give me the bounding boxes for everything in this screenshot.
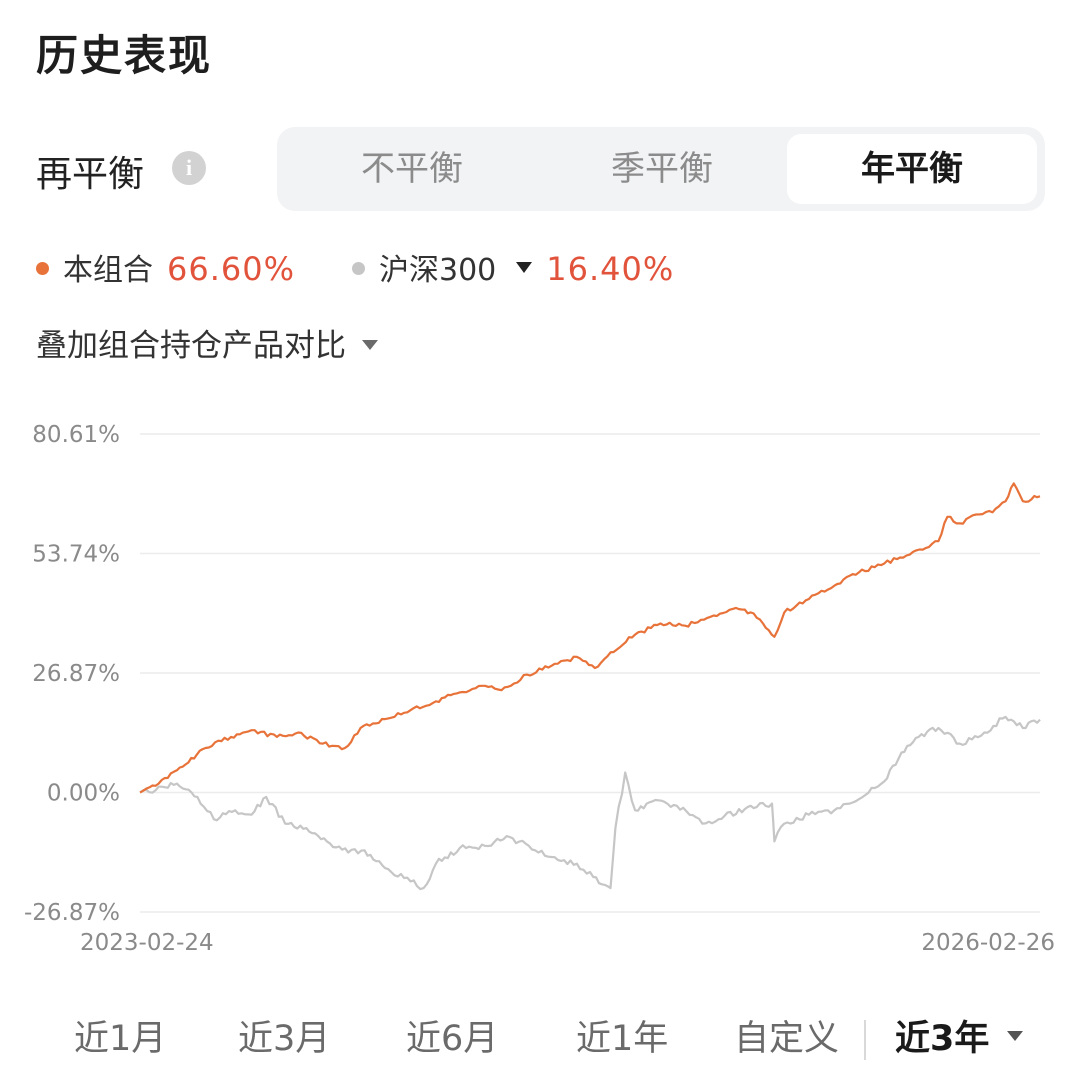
tab-1-month[interactable]: 近1月 — [74, 1019, 167, 1059]
y-tick-label: 53.74% — [32, 542, 120, 568]
period-tabs: 近1月 近3月 近6月 近1年 自定义 近3年 — [0, 1010, 1080, 1070]
legend-value-benchmark: 16.40% — [546, 250, 675, 288]
benchmark-dropdown-icon[interactable] — [516, 262, 533, 273]
x-tick-label: 2023-02-24 — [80, 930, 214, 956]
info-icon[interactable]: i — [172, 151, 206, 185]
tab-custom[interactable]: 自定义 — [734, 1019, 840, 1059]
compare-holdings-dropdown[interactable]: 叠加组合持仓产品对比 — [36, 320, 378, 365]
legend-dot-benchmark — [352, 262, 365, 275]
series-line-benchmark — [139, 715, 1041, 891]
y-tick-label: -26.87% — [24, 900, 120, 926]
legend-portfolio: 本组合 66.60% — [36, 245, 295, 289]
chevron-down-icon — [362, 339, 378, 350]
legend-label-benchmark: 沪深300 — [379, 253, 497, 288]
rebalance-label: 再平衡 — [36, 154, 145, 195]
legend-label-portfolio: 本组合 — [63, 253, 153, 288]
tab-3-years[interactable]: 近3年 — [895, 1010, 1024, 1061]
segment-quarterly-rebalance[interactable]: 季平衡 — [611, 149, 713, 189]
tab-1-year[interactable]: 近1年 — [576, 1019, 669, 1059]
y-tick-label: 26.87% — [32, 661, 120, 687]
tab-3-months[interactable]: 近3月 — [238, 1019, 331, 1059]
legend-value-portfolio: 66.60% — [167, 250, 296, 288]
segment-annual-rebalance[interactable]: 年平衡 — [787, 134, 1037, 204]
rebalance-segmented-control: 不平衡 季平衡 年平衡 — [277, 127, 1045, 211]
tab-divider — [864, 1020, 866, 1060]
series-line-portfolio — [139, 482, 1041, 794]
segment-no-rebalance[interactable]: 不平衡 — [361, 149, 463, 189]
compare-holdings-label: 叠加组合持仓产品对比 — [36, 328, 346, 364]
chevron-down-icon — [1007, 1031, 1024, 1041]
y-tick-label: 0.00% — [47, 781, 120, 807]
page-title: 历史表现 — [36, 31, 213, 80]
legend-dot-portfolio — [36, 262, 49, 275]
tab-6-months[interactable]: 近6月 — [406, 1019, 499, 1059]
x-tick-label: 2026-02-26 — [921, 930, 1055, 956]
performance-line-chart[interactable]: 80.61% 53.74% 26.87% 0.00% -26.87% 2023-02-24… — [0, 400, 1080, 970]
tab-3-years-label: 近3年 — [895, 1019, 990, 1059]
y-tick-label: 80.61% — [32, 422, 120, 448]
legend-benchmark[interactable]: 沪深300 16.40% — [352, 245, 674, 289]
